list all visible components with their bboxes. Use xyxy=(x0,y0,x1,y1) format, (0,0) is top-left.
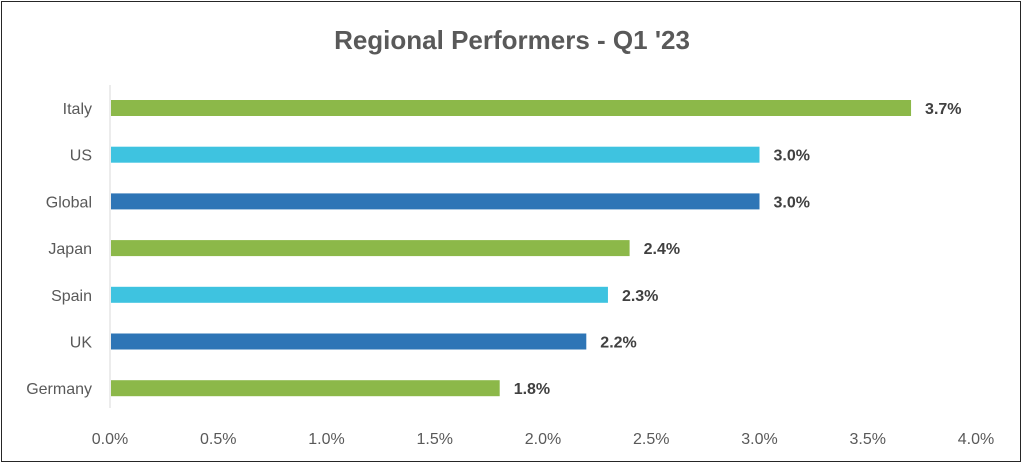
x-tick-label: 4.0% xyxy=(958,431,994,448)
chart-title: Regional Performers - Q1 '23 xyxy=(334,25,690,55)
category-label: US xyxy=(70,148,92,165)
category-label: Italy xyxy=(63,101,92,118)
bar-japan xyxy=(111,240,630,257)
x-tick-label: 3.0% xyxy=(741,431,777,448)
data-label: 2.3% xyxy=(622,288,658,305)
data-label: 2.4% xyxy=(644,241,680,258)
bar-germany xyxy=(111,380,500,397)
bar-us xyxy=(111,146,760,163)
data-label: 3.0% xyxy=(774,148,810,165)
x-tick-label: 3.5% xyxy=(850,431,886,448)
category-label: Global xyxy=(46,194,92,211)
x-tick-label: 2.0% xyxy=(525,431,561,448)
x-tick-label: 1.5% xyxy=(417,431,453,448)
data-label: 1.8% xyxy=(514,381,550,398)
x-tick-label: 1.0% xyxy=(308,431,344,448)
data-label: 3.7% xyxy=(925,101,961,118)
bar-italy xyxy=(111,100,912,116)
category-label: UK xyxy=(70,335,93,352)
category-label: Japan xyxy=(48,241,92,258)
x-tick-label: 0.5% xyxy=(200,431,236,448)
x-tick-label: 0.0% xyxy=(92,431,128,448)
category-label: Spain xyxy=(51,288,92,305)
bar-global xyxy=(111,193,760,210)
bar-spain xyxy=(111,286,608,303)
x-tick-label: 2.5% xyxy=(633,431,669,448)
bar-uk xyxy=(111,333,587,350)
data-label: 3.0% xyxy=(774,194,810,211)
category-label: Germany xyxy=(26,381,92,398)
data-label: 2.2% xyxy=(600,335,636,352)
